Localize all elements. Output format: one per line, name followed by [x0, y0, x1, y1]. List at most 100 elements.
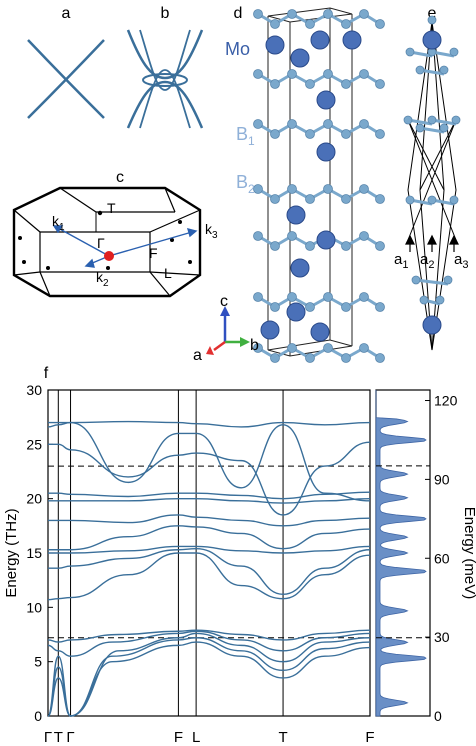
b-atom [359, 292, 369, 302]
k-path-label: Γ [66, 729, 74, 746]
k-path-label: T [54, 729, 63, 746]
mo-label: Mo [225, 39, 250, 59]
b-atom [305, 129, 315, 139]
y-axis-right-label: Energy (meV) [461, 507, 476, 600]
b-atom [341, 129, 351, 139]
y-tick-label: 25 [26, 436, 42, 452]
b-atom [253, 9, 263, 19]
b-atom [359, 184, 369, 194]
phonon-band [47, 441, 371, 516]
b-atom [323, 184, 333, 194]
a1-label: a1 [394, 251, 408, 271]
b-atom [375, 353, 385, 363]
L-point-label: L [164, 265, 172, 281]
b-atom [341, 241, 351, 251]
b-atom [270, 302, 280, 312]
right-tick-label: 120 [434, 393, 458, 409]
a2-label: a2 [420, 251, 434, 271]
b-atom [270, 194, 280, 204]
b-atom [323, 9, 333, 19]
phonon-band [47, 630, 371, 657]
k-path-label: T [278, 729, 287, 746]
phonon-band [47, 491, 371, 500]
right-tick-label: 60 [434, 550, 450, 566]
b-atom [323, 292, 333, 302]
mo-atom [422, 30, 442, 50]
b-atom [415, 123, 425, 133]
b-atom [341, 353, 351, 363]
axes-triad: c b a [193, 293, 259, 364]
b-atom [323, 343, 333, 353]
y-tick-label: 30 [26, 382, 42, 398]
b-atom [359, 9, 369, 19]
mo-atom [422, 315, 442, 335]
b-atom [270, 19, 280, 29]
phonon-band [48, 525, 371, 551]
mo-atom [286, 302, 306, 322]
b-atom [419, 295, 429, 305]
k-path-label: Γ [44, 729, 52, 746]
b-atom [341, 302, 351, 312]
mo-atom [286, 205, 306, 225]
mo-atom [342, 30, 362, 50]
b-atom [287, 9, 297, 19]
b-atom [270, 79, 280, 89]
lattice-vector-arrows [405, 234, 459, 252]
F-point-label: F [149, 245, 158, 261]
k2-label: k2 [96, 269, 109, 289]
k-path-label: L [192, 729, 200, 746]
mo-atom [290, 48, 310, 68]
y-tick-label: 15 [26, 545, 42, 561]
chart-frame [47, 389, 371, 717]
y-tick-label: 20 [26, 491, 42, 507]
panel-label-b: b [161, 5, 170, 22]
mo-atom [265, 35, 285, 55]
y-tick-label: 10 [26, 599, 42, 615]
b-atom [270, 241, 280, 251]
mo-atom [260, 320, 280, 340]
phonon-band [48, 545, 371, 554]
b-atom [253, 343, 263, 353]
b-atom [439, 65, 449, 75]
b-atom [359, 69, 369, 79]
gamma-point [104, 251, 114, 261]
gamma-label: Γ [97, 235, 105, 251]
lattice-atoms [403, 15, 461, 335]
b-atom [403, 115, 413, 125]
b-atom [435, 295, 445, 305]
b-atom [405, 195, 415, 205]
phonon-band [47, 497, 371, 504]
T-point-label: T [107, 200, 116, 216]
brillouin-zone [12, 186, 202, 298]
panel-label-f: f [44, 365, 49, 382]
b-atom [287, 292, 297, 302]
b-atom [375, 19, 385, 29]
a3-label: a3 [454, 251, 468, 271]
k-path-label: F [365, 729, 374, 746]
mo-atom [290, 258, 310, 278]
y-tick-label: 0 [34, 708, 42, 724]
b-atom [287, 231, 297, 241]
b-atom [405, 47, 415, 57]
b-atom [449, 195, 459, 205]
b-atom [359, 231, 369, 241]
b-atom [323, 69, 333, 79]
b-atom [341, 19, 351, 29]
b1-label: B1 [236, 124, 255, 148]
b-atom [449, 47, 459, 57]
b-atom [375, 302, 385, 312]
panel-b-bands [126, 29, 204, 129]
triad-b-label: b [250, 337, 259, 354]
phonon-band [47, 547, 371, 595]
b-atom [411, 275, 421, 285]
b-atom [341, 79, 351, 89]
b-atom [341, 194, 351, 204]
panel-label-c: c [116, 169, 124, 186]
b-atom [375, 194, 385, 204]
right-tick-label: 30 [434, 629, 450, 645]
k-path-label: F [174, 729, 183, 746]
k3-label: k3 [205, 221, 218, 241]
panel-label-a: a [62, 5, 71, 22]
dos-curve [375, 390, 427, 717]
